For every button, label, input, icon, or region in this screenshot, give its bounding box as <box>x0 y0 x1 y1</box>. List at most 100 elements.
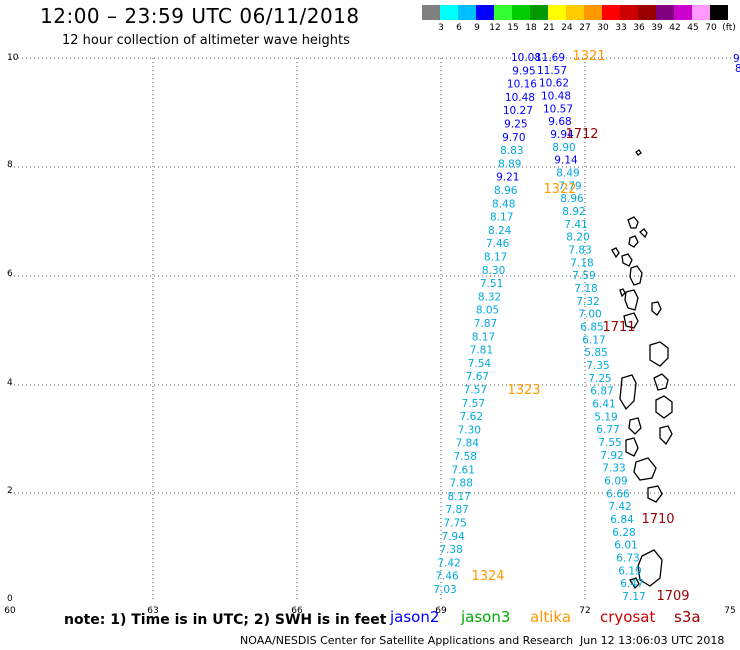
wave-height-label: 5.85 <box>584 347 607 359</box>
color-scale-label: 36 <box>633 23 645 33</box>
color-swatch <box>566 5 584 20</box>
wave-height-label: 10.62 <box>539 78 569 90</box>
color-swatch <box>440 5 458 20</box>
color-scale-label: 9 <box>474 23 480 33</box>
wave-height-label: 8.20 <box>566 232 589 244</box>
y-tick-label: 10 <box>7 53 19 63</box>
island-outline <box>627 216 639 229</box>
legend-jason2: jason2 <box>390 608 440 626</box>
island-outline <box>629 265 643 286</box>
wave-height-label: 7.25 <box>588 373 611 385</box>
legend-s3a: s3a <box>674 608 701 626</box>
color-scale-label: 39 <box>651 23 663 33</box>
wave-height-label: 7.62 <box>460 411 483 423</box>
color-scale-label: 3 <box>438 23 444 33</box>
wave-height-label: 7.94 <box>441 531 465 543</box>
wave-height-label: 6.41 <box>592 399 615 411</box>
y-axis-labels: 0 2 4 6 8 10 <box>7 53 19 604</box>
island-outline <box>623 312 639 329</box>
color-swatch <box>530 5 548 20</box>
y-tick-label: 6 <box>7 269 13 279</box>
footer-timestamp: Jun 12 13:06:03 UTC 2018 <box>580 634 725 647</box>
wave-height-label: 7.17 <box>622 591 645 603</box>
island-outline <box>635 149 642 156</box>
wave-height-label: 7.42 <box>608 501 631 513</box>
island-outline <box>619 374 637 411</box>
wave-height-label: 7.58 <box>454 451 477 463</box>
edge-track-value: 9. <box>733 53 740 65</box>
wave-height-label: 7.42 <box>437 557 460 569</box>
wave-height-label: 6.85 <box>580 322 603 334</box>
wave-height-label: 10.08 <box>511 52 541 64</box>
wave-height-label: 7.33 <box>602 463 625 475</box>
track-time-label: 1321 <box>572 49 605 64</box>
wave-height-label: 6.84 <box>610 514 634 526</box>
y-tick-label: 8 <box>7 160 13 170</box>
color-scale-label: 18 <box>525 23 537 33</box>
wave-height-label: 7.51 <box>480 278 503 290</box>
island-outline <box>628 417 642 435</box>
wave-height-label: 8.96 <box>494 185 518 197</box>
wave-height-label: 7.18 <box>570 257 593 269</box>
wave-height-label: 7.00 <box>578 309 601 321</box>
color-swatch <box>638 5 656 20</box>
wave-height-label: 7.46 <box>435 571 459 583</box>
wave-height-label: 6.47 <box>620 578 643 590</box>
wave-height-label: 7.61 <box>452 464 475 476</box>
wave-height-label: 9.21 <box>496 172 519 184</box>
color-scale-label: 70 <box>705 23 717 33</box>
color-swatch <box>476 5 494 20</box>
wave-height-label: 6.28 <box>612 527 635 539</box>
map-grid <box>10 57 735 600</box>
wave-height-label: 10.48 <box>541 91 571 103</box>
x-tick-label: 66 <box>291 606 303 616</box>
wave-height-label: 7.57 <box>464 385 487 397</box>
wave-height-label: 7.84 <box>456 438 480 450</box>
y-tick-label: 2 <box>7 486 13 496</box>
coastline-islands <box>611 149 673 590</box>
wave-height-label: 7.67 <box>466 371 489 383</box>
track-time-label: 1710 <box>641 512 674 527</box>
track-time-label: 1324 <box>471 569 504 584</box>
color-swatch <box>674 5 692 20</box>
x-tick-label: 63 <box>147 606 158 616</box>
island-outline <box>639 228 648 239</box>
wave-height-label: 10.48 <box>505 92 535 104</box>
wave-height-label: 8.90 <box>552 142 575 154</box>
color-scale-label: (ft) <box>722 23 736 33</box>
wave-height-label: 10.16 <box>507 79 537 91</box>
island-outline <box>628 235 639 248</box>
color-swatch <box>656 5 674 20</box>
wave-height-label: 9.25 <box>504 119 527 131</box>
island-outline <box>619 288 626 298</box>
wave-height-label: 8.49 <box>556 168 579 180</box>
x-tick-label: 69 <box>435 606 447 616</box>
island-outline <box>653 373 669 391</box>
island-outline <box>659 425 673 446</box>
wave-height-label: 9.14 <box>554 155 578 167</box>
wave-height-label: 6.77 <box>596 424 619 436</box>
wave-height-label: 7.83 <box>568 245 591 257</box>
wave-height-label: 7.59 <box>572 270 595 282</box>
island-outline <box>649 341 669 367</box>
color-scale-label: 30 <box>597 23 609 33</box>
x-tick-label: 75 <box>724 606 735 616</box>
wave-height-label: 8.83 <box>500 145 523 157</box>
wave-height-label: 11.69 <box>535 52 565 64</box>
x-tick-label: 60 <box>4 606 16 616</box>
wave-height-label: 8.96 <box>560 193 584 205</box>
legend-cryosat: cryosat <box>600 608 656 626</box>
color-swatch <box>494 5 512 20</box>
wave-height-label: 7.92 <box>600 450 623 462</box>
color-scale-label: 24 <box>561 23 573 33</box>
x-axis-labels: 60 63 66 69 72 75 <box>4 606 735 616</box>
wave-height-label: 8.17 <box>447 491 470 503</box>
color-scale-label: 27 <box>579 23 591 33</box>
wave-height-label: 9.68 <box>548 116 571 128</box>
wave-height-label: 8.92 <box>562 206 585 218</box>
island-outline <box>625 437 639 457</box>
island-outline <box>647 485 663 503</box>
island-outline <box>633 457 657 481</box>
legend-jason3: jason3 <box>461 608 511 626</box>
